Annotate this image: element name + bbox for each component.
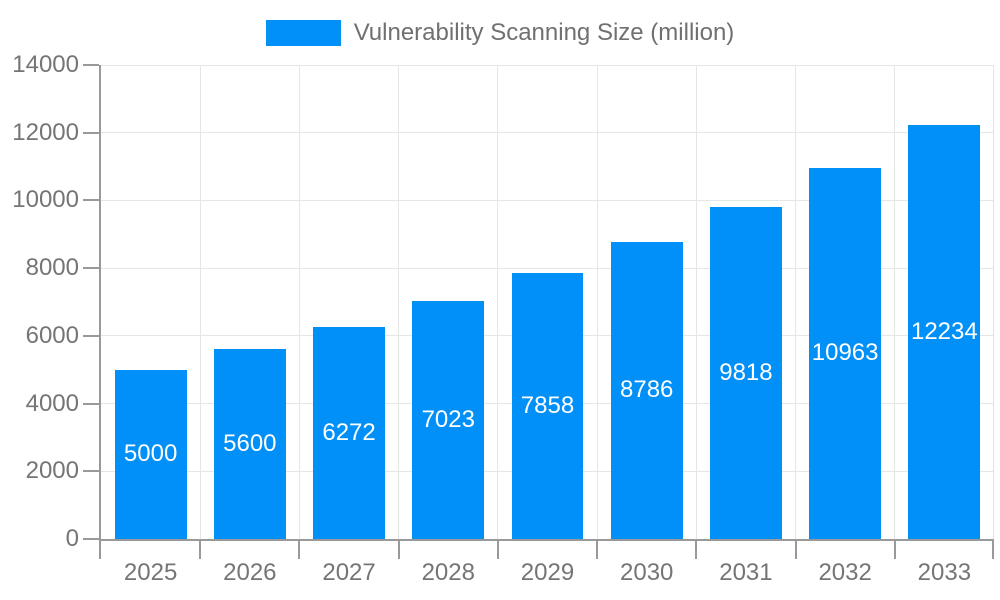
y-axis-tick: [83, 334, 99, 337]
bar-value-label: 5600: [223, 430, 277, 458]
bar-2028: 7023: [412, 301, 485, 539]
y-axis-label: 14000: [12, 51, 79, 78]
y-axis-label: 4000: [25, 389, 79, 417]
x-axis-tick: [695, 541, 698, 559]
x-axis-tick: [794, 541, 797, 559]
bar-value-label: 8786: [620, 376, 674, 404]
y-axis-tick: [83, 267, 99, 270]
x-axis-label: 2029: [520, 559, 575, 586]
x-axis-label: 2026: [223, 559, 277, 586]
x-gridline: [894, 65, 896, 539]
bar-2027: 6272: [313, 326, 385, 539]
x-gridline: [695, 65, 697, 539]
y-axis-tick: [83, 131, 99, 134]
y-axis-label: 0: [65, 525, 79, 552]
y-gridline: [101, 64, 994, 66]
bar-value-label: 7858: [520, 391, 575, 419]
y-axis-tick: [83, 470, 99, 473]
y-axis-tick: [83, 64, 99, 66]
x-axis-tick: [992, 541, 994, 559]
y-gridline: [101, 267, 994, 269]
y-axis-tick: [83, 199, 99, 202]
bar-2025: 5000: [114, 369, 187, 539]
x-gridline: [795, 65, 797, 539]
bar-2030: 8786: [610, 241, 683, 539]
x-gridline: [298, 65, 300, 539]
y-axis-tick: [83, 538, 99, 540]
bar-value-label: 7023: [421, 406, 475, 434]
x-gridline: [992, 65, 994, 539]
x-axis-label: 2032: [818, 559, 872, 586]
bar-2029: 7858: [511, 272, 584, 539]
bar-2031: 9818: [709, 206, 782, 539]
x-axis-tick: [596, 541, 599, 559]
x-axis-label: 2033: [917, 559, 972, 586]
x-gridline: [596, 65, 598, 539]
y-axis-label: 12000: [12, 118, 79, 146]
legend-item[interactable]: Vulnerability Scanning Size (million): [0, 20, 1000, 46]
x-axis-tick: [496, 541, 499, 559]
bar-2032: 10963: [809, 167, 882, 539]
y-axis-label: 6000: [25, 321, 79, 349]
x-gridline: [398, 65, 400, 539]
bar-value-label: 6272: [322, 418, 376, 446]
y-axis-label: 8000: [25, 254, 79, 282]
bar-2026: 5600: [213, 349, 286, 539]
y-gridline: [101, 132, 994, 134]
bar-value-label: 12234: [910, 317, 978, 345]
legend-label: Vulnerability Scanning Size (million): [353, 19, 735, 46]
x-axis-tick: [298, 541, 301, 559]
y-axis-label: 10000: [12, 186, 79, 214]
y-gridline: [101, 199, 994, 201]
bar-value-label: 10963: [811, 339, 879, 367]
x-axis-tick: [199, 541, 202, 559]
x-gridline: [199, 65, 201, 539]
bar-value-label: 5000: [123, 440, 178, 468]
bar-2033: 12234: [908, 124, 981, 539]
x-axis-line: [99, 539, 994, 541]
x-axis-label: 2031: [719, 559, 773, 586]
y-axis-tick: [83, 402, 99, 405]
x-axis-label: 2030: [620, 559, 674, 586]
x-gridline: [497, 65, 499, 539]
x-axis-tick: [893, 541, 896, 559]
x-axis-label: 2027: [322, 559, 376, 586]
y-axis-line: [99, 65, 101, 559]
x-axis-label: 2028: [421, 559, 475, 586]
x-axis-tick: [397, 541, 400, 559]
bar-value-label: 9818: [719, 358, 773, 386]
plot-area: 0 2000 4000 6000 8000 10000 12000 14000 5000 2025…: [12, 53, 994, 585]
y-axis-label: 2000: [25, 457, 79, 485]
legend-swatch: [265, 20, 341, 46]
x-axis-label: 2025: [123, 559, 178, 586]
